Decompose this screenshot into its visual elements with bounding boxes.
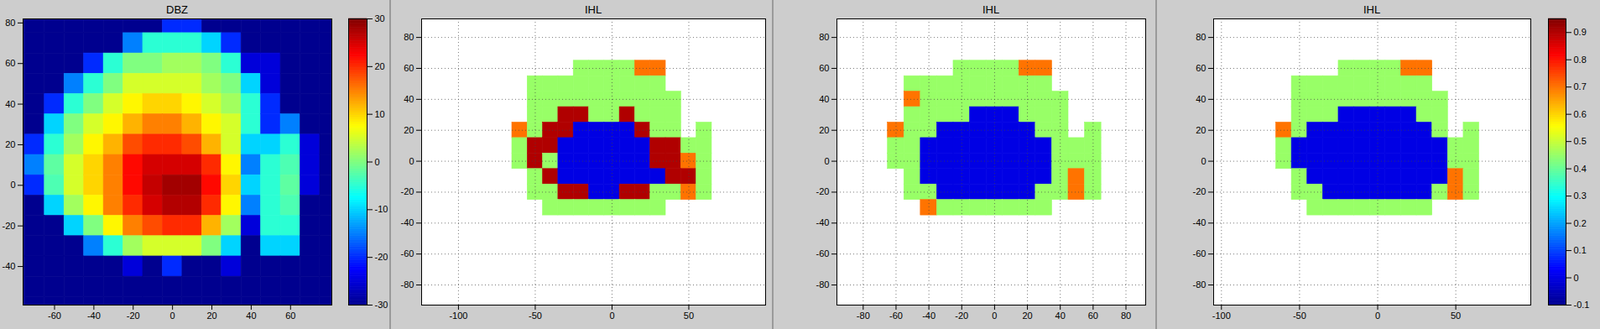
svg-text:-60: -60 (1193, 248, 1207, 259)
svg-text:-80: -80 (401, 279, 415, 290)
svg-text:60: 60 (5, 57, 16, 68)
svg-text:-60: -60 (889, 310, 903, 321)
svg-text:0: 0 (10, 179, 16, 190)
svg-text:0: 0 (1573, 272, 1580, 283)
svg-text:0: 0 (1200, 156, 1206, 167)
svg-text:-20: -20 (816, 186, 830, 197)
svg-text:-40: -40 (1193, 217, 1207, 228)
svg-text:-40: -40 (87, 310, 101, 321)
svg-text:80: 80 (5, 17, 16, 28)
html-text:DBZ: DBZ (166, 3, 188, 16)
svg-text:60: 60 (1088, 310, 1099, 321)
svg-text:20: 20 (1195, 125, 1206, 136)
svg-text:80: 80 (1120, 310, 1131, 321)
svg-text:-80: -80 (856, 310, 871, 321)
svg-text:-20: -20 (375, 251, 389, 262)
svg-text:-50: -50 (528, 310, 543, 321)
svg-text:-30: -30 (375, 299, 389, 310)
svg-text:10: 10 (375, 109, 386, 120)
svg-text:40: 40 (5, 99, 16, 110)
svg-text:80: 80 (1195, 31, 1206, 42)
svg-text:40: 40 (1195, 93, 1206, 105)
svg-text:20: 20 (375, 61, 386, 72)
svg-text:0: 0 (408, 156, 414, 167)
html-text:IHL: IHL (1363, 3, 1381, 16)
svg-text:-100: -100 (448, 310, 468, 321)
svg-text:60: 60 (285, 310, 296, 321)
svg-text:-40: -40 (401, 217, 415, 228)
svg-text:-20: -20 (2, 220, 16, 231)
svg-text:-0.1: -0.1 (1573, 299, 1590, 310)
svg-text:-50: -50 (1292, 310, 1307, 321)
svg-text:0: 0 (609, 310, 615, 321)
svg-text:0.1: 0.1 (1573, 244, 1587, 256)
svg-text:0.5: 0.5 (1573, 135, 1587, 146)
svg-text:0.2: 0.2 (1573, 218, 1587, 229)
svg-text:-60: -60 (47, 310, 62, 321)
svg-text:40: 40 (1055, 310, 1066, 321)
svg-text:80: 80 (403, 31, 414, 42)
svg-text:60: 60 (403, 62, 414, 73)
svg-text:0.3: 0.3 (1573, 190, 1587, 201)
svg-text:0.6: 0.6 (1573, 109, 1587, 120)
svg-text:-20: -20 (954, 310, 969, 321)
svg-text:20: 20 (818, 125, 829, 136)
svg-text:-10: -10 (375, 203, 389, 214)
svg-text:-60: -60 (401, 248, 415, 259)
svg-text:60: 60 (818, 62, 829, 73)
svg-text:40: 40 (403, 93, 414, 105)
html-text:IHL: IHL (584, 3, 602, 16)
svg-text:50: 50 (683, 310, 694, 321)
svg-text:0: 0 (170, 310, 176, 321)
svg-text:20: 20 (5, 139, 16, 150)
svg-text:-20: -20 (401, 186, 415, 197)
svg-text:20: 20 (1021, 310, 1032, 321)
svg-text:60: 60 (1195, 62, 1206, 73)
svg-text:0: 0 (991, 310, 997, 321)
html-text:IHL: IHL (982, 3, 1000, 16)
svg-text:40: 40 (245, 310, 256, 321)
svg-text:0: 0 (375, 156, 381, 167)
svg-text:-80: -80 (816, 279, 830, 290)
svg-text:-60: -60 (816, 248, 830, 259)
svg-text:20: 20 (403, 125, 414, 136)
svg-text:-40: -40 (816, 217, 830, 228)
svg-text:0.8: 0.8 (1573, 54, 1587, 65)
svg-text:-40: -40 (922, 310, 936, 321)
svg-text:0: 0 (823, 156, 829, 167)
svg-text:40: 40 (818, 93, 829, 105)
svg-text:20: 20 (206, 310, 217, 321)
svg-text:0: 0 (1375, 310, 1381, 321)
svg-text:0.7: 0.7 (1573, 81, 1587, 92)
svg-text:0.4: 0.4 (1573, 163, 1587, 174)
svg-text:-20: -20 (1193, 186, 1207, 197)
svg-text:-80: -80 (1193, 279, 1207, 290)
svg-text:-20: -20 (126, 310, 141, 321)
svg-text:80: 80 (818, 31, 829, 42)
svg-text:0.9: 0.9 (1573, 26, 1587, 37)
svg-text:-40: -40 (2, 260, 16, 272)
svg-text:50: 50 (1450, 310, 1461, 321)
svg-text:30: 30 (375, 13, 386, 24)
svg-text:-100: -100 (1212, 310, 1231, 321)
